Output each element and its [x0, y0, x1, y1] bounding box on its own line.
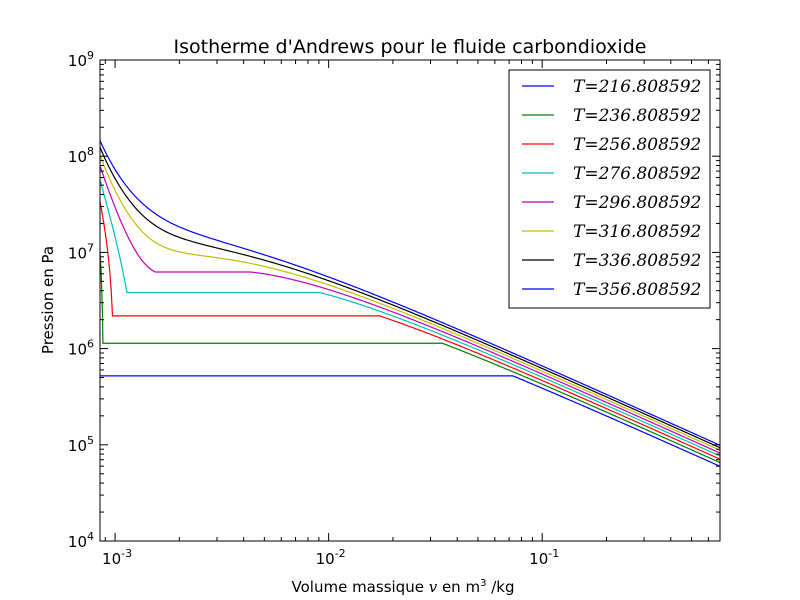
- legend-label: T=216.808592: [573, 77, 701, 97]
- y-tick-label: 106: [68, 338, 94, 359]
- legend-frame: [508, 69, 711, 309]
- x-tick-label: 10-3: [102, 547, 132, 568]
- legend-label: T=336.808592: [573, 251, 701, 271]
- y-axis-label: Pression en Pa: [39, 246, 57, 354]
- legend-label: T=276.808592: [573, 164, 701, 184]
- x-tick-label: 10-1: [529, 547, 559, 568]
- series-line-6: [100, 155, 720, 451]
- legend: T=216.808592 T=236.808592 T=256.808592 T=27…: [508, 69, 711, 309]
- series-layer: [100, 140, 720, 467]
- legend-label: T=296.808592: [573, 193, 701, 213]
- tick-layer: 10-3 10-2 10-1 104 105 106 107 108 109: [68, 49, 720, 568]
- series-line-1: [100, 375, 720, 467]
- y-tick-label: 105: [68, 434, 94, 455]
- series-line-5: [100, 165, 720, 454]
- plot-frame: [99, 59, 721, 542]
- y-tick-label: 108: [68, 145, 94, 166]
- legend-label: T=316.808592: [573, 222, 701, 242]
- series-line-3: [100, 201, 720, 460]
- series-line-4: [100, 179, 720, 457]
- y-tick-label: 107: [68, 241, 94, 262]
- x-tick-label: 10-2: [316, 547, 346, 568]
- y-tick-label: 104: [68, 530, 94, 551]
- series-line-2: [100, 252, 720, 464]
- legend-label: T=256.808592: [573, 135, 701, 155]
- legend-label: T=236.808592: [573, 106, 701, 126]
- series-line-7: [100, 147, 720, 449]
- chart-title: Isotherme d'Andrews pour le fluide carbo…: [174, 36, 647, 58]
- legend-label: T=356.808592: [573, 280, 701, 300]
- series-line-8: [100, 140, 720, 446]
- x-axis-label: Volume massique v en m3 /kg: [292, 578, 515, 596]
- legend-entries: T=216.808592 T=236.808592 T=256.808592 T=27…: [522, 77, 701, 300]
- y-tick-label: 109: [68, 49, 94, 70]
